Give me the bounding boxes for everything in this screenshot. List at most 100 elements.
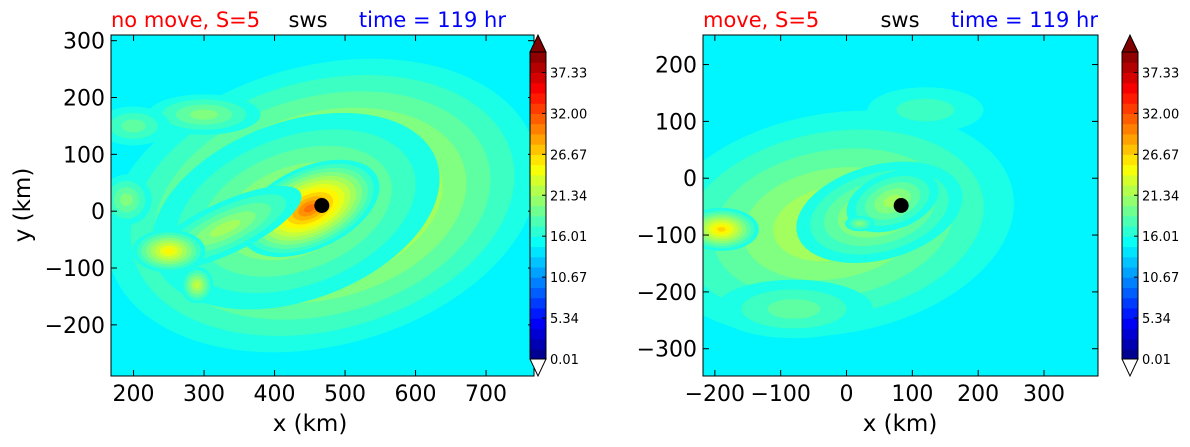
x-tick-label: 500 <box>324 382 366 407</box>
y-tick-label: 100 <box>63 143 105 168</box>
x-tick-label: 600 <box>395 382 437 407</box>
colorbar-segment <box>530 215 546 227</box>
contour-level <box>209 219 241 237</box>
colorbar-segment <box>1122 287 1138 299</box>
title-right: time = 119 hr <box>951 8 1098 32</box>
contour-level <box>717 226 726 232</box>
intensity-region <box>111 106 170 146</box>
x-tick-label: 700 <box>465 382 507 407</box>
intensity-region <box>147 94 261 135</box>
colorbar-segment <box>530 185 546 196</box>
y-tick-label: −100 <box>45 257 105 282</box>
colorbar-segment <box>530 113 546 125</box>
colorbar-segment <box>1122 348 1138 360</box>
colorbar: 0.01 5.34 10.67 16.01 21.34 26.67 32.00 37.33 <box>1121 33 1179 378</box>
colorbar-segment <box>1122 277 1138 288</box>
colorbar-segment <box>1122 72 1138 84</box>
colorbar-segment <box>1122 62 1138 74</box>
colorbar-segment <box>530 144 546 155</box>
colorbar-segment <box>530 328 546 340</box>
intensity-region <box>132 229 206 273</box>
colorbar-segment <box>530 256 546 268</box>
colorbar-tick-label: 16.01 <box>1142 230 1179 245</box>
intensity-region <box>714 279 873 339</box>
colorbar-segment <box>1122 144 1138 155</box>
colorbar-segment <box>1122 185 1138 196</box>
colorbar-segment <box>530 103 546 114</box>
intensity-region <box>703 207 759 251</box>
panel-no-move: 200 300 400 500 600 700 −200 −100 0 100 200 300 no … <box>10 8 587 437</box>
colorbar-segment <box>530 277 546 288</box>
storm-center-marker <box>314 198 330 213</box>
contour-field <box>111 35 534 376</box>
contour-level <box>304 204 316 213</box>
colorbar-segment <box>1122 103 1138 114</box>
colorbar-segment <box>1122 215 1138 227</box>
title-center: sws <box>288 8 327 32</box>
colorbar-segment <box>530 123 546 135</box>
colorbar-segment <box>1122 328 1138 340</box>
colorbar-segment <box>530 195 546 207</box>
colorbar-segment <box>530 266 546 278</box>
colorbar-segment <box>1122 225 1138 237</box>
colorbar-tick-label: 16.01 <box>550 230 587 245</box>
colorbar-segment <box>1122 256 1138 268</box>
title-left: no move, S=5 <box>111 8 260 32</box>
colorbar-segment <box>1122 133 1138 145</box>
storm-center-marker <box>893 198 909 213</box>
plot-frame <box>702 34 1099 377</box>
colorbar-segment <box>1122 154 1138 166</box>
colorbar-segment <box>1122 236 1138 248</box>
intensity-region <box>867 87 984 133</box>
colorbar-segment <box>530 174 546 186</box>
colorbar-tick-label: 10.67 <box>550 271 587 286</box>
colorbar-segment <box>1122 92 1138 104</box>
x-tick-label: −100 <box>750 382 810 407</box>
x-tick-label: 400 <box>254 382 296 407</box>
x-tick-label: 200 <box>113 382 155 407</box>
colorbar-segment <box>530 133 546 145</box>
colorbar-segment <box>530 307 546 319</box>
x-tick-label: 100 <box>891 382 933 407</box>
colorbar-segment <box>1122 164 1138 176</box>
colorbar-tick-label: 26.67 <box>550 148 587 163</box>
colorbar-tick-label: 0.01 <box>1142 353 1171 368</box>
colorbar-segment <box>530 287 546 299</box>
colorbar-segment <box>1122 113 1138 125</box>
colorbar-segment <box>530 52 546 63</box>
contour-level <box>120 193 133 207</box>
y-tick-label: −200 <box>45 314 105 339</box>
colorbar-segment <box>530 225 546 237</box>
x-axis-label: x (km) <box>863 411 938 437</box>
y-tick-label: 300 <box>63 30 105 55</box>
colorbar-tick-label: 37.33 <box>550 66 587 81</box>
colorbar-tick-label: 26.67 <box>1142 148 1179 163</box>
colorbar-segment <box>530 62 546 74</box>
contour-level <box>164 248 174 254</box>
y-tick-label: 0 <box>683 167 697 192</box>
x-tick-label: −200 <box>685 382 745 407</box>
colorbar-segment <box>1122 297 1138 309</box>
intensity-region <box>111 174 152 226</box>
colorbar-segment <box>530 318 546 329</box>
colorbar-tick-label: 32.00 <box>550 107 587 122</box>
contour-field <box>703 35 1098 376</box>
ticks: 200 300 400 500 600 700 −200 −100 0 100 200 300 <box>45 30 534 407</box>
x-tick-label: 0 <box>840 382 854 407</box>
colorbar-frame <box>1121 51 1139 360</box>
colorbar-segment <box>1122 307 1138 319</box>
title-right: time = 119 hr <box>359 8 506 32</box>
colorbar-tick-label: 0.01 <box>550 353 579 368</box>
y-tick-label: 100 <box>655 110 697 135</box>
colorbar-tick-label: 32.00 <box>1142 107 1179 122</box>
contour-level <box>856 221 864 226</box>
colorbar-segment <box>1122 318 1138 329</box>
x-tick-label: 200 <box>957 382 999 407</box>
colorbar-segment <box>1122 338 1138 350</box>
colorbar-segment <box>1122 205 1138 217</box>
colorbar-tick-label: 21.34 <box>1142 189 1179 204</box>
colorbar-segment <box>1122 174 1138 186</box>
y-tick-label: 0 <box>91 200 105 225</box>
colorbar-segment <box>530 72 546 84</box>
colorbar-segment <box>1122 246 1138 258</box>
